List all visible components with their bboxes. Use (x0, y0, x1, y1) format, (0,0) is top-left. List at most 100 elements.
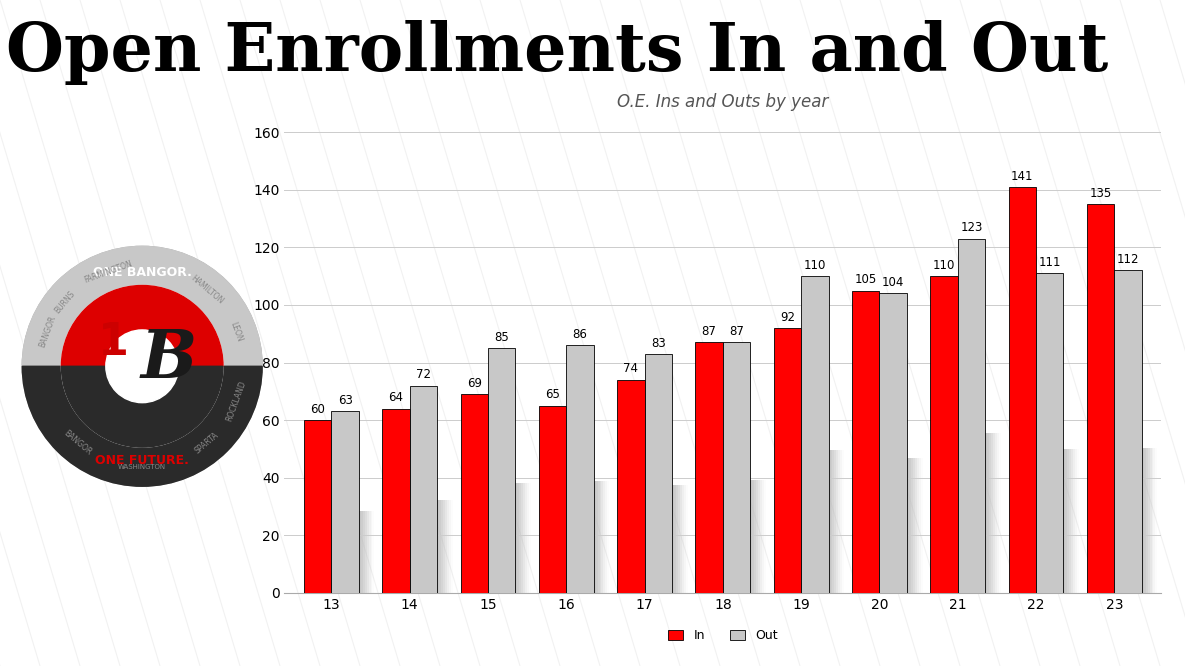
Bar (1023, 410, 1050, 593)
Bar (414, 500, 441, 593)
Bar (879, 294, 907, 593)
Bar (566, 345, 594, 593)
Bar (419, 500, 447, 593)
Bar (549, 509, 576, 593)
Bar (801, 276, 828, 593)
Bar (738, 480, 766, 593)
Bar (629, 497, 656, 593)
Bar (1119, 448, 1146, 593)
Bar (498, 483, 525, 593)
Bar (1046, 449, 1074, 593)
Bar (417, 500, 444, 593)
Bar (332, 412, 359, 593)
Bar (776, 474, 803, 593)
Text: 74: 74 (623, 362, 639, 376)
Bar (737, 480, 764, 593)
Bar (489, 483, 518, 593)
Bar (624, 497, 653, 593)
Bar (308, 515, 335, 593)
Bar (777, 474, 805, 593)
Bar (309, 515, 338, 593)
Bar (500, 483, 527, 593)
Bar (735, 480, 762, 593)
Bar (569, 482, 596, 593)
Text: Open Enrollments In and Out: Open Enrollments In and Out (6, 20, 1108, 85)
Text: BANGOR: BANGOR (38, 315, 58, 349)
Text: B: B (140, 327, 197, 392)
Bar (473, 503, 500, 593)
Bar (858, 457, 885, 593)
Text: WASHINGTON: WASHINGTON (118, 464, 166, 470)
Bar (888, 458, 915, 593)
Bar (1114, 270, 1141, 593)
Bar (702, 480, 729, 593)
Circle shape (62, 286, 223, 447)
Bar (816, 450, 844, 593)
Text: 110: 110 (933, 259, 955, 272)
Bar (1040, 449, 1068, 593)
Bar (305, 420, 332, 593)
Text: 111: 111 (1038, 256, 1061, 269)
Bar (1017, 410, 1044, 593)
Bar (1101, 418, 1128, 593)
Bar (705, 480, 732, 593)
Text: 104: 104 (882, 276, 904, 289)
Bar (572, 482, 600, 593)
Bar (696, 342, 723, 593)
Bar (815, 450, 843, 593)
Bar (1089, 418, 1116, 593)
Bar (972, 434, 999, 593)
Bar (1120, 448, 1147, 593)
Bar (1011, 410, 1038, 593)
Bar (963, 434, 991, 593)
Bar (389, 510, 416, 593)
Text: HAMILTON: HAMILTON (188, 273, 225, 306)
Bar (345, 511, 372, 593)
Bar (1024, 410, 1051, 593)
Bar (723, 342, 750, 593)
Bar (1093, 418, 1120, 593)
Bar (1126, 448, 1153, 593)
Bar (960, 434, 987, 593)
Bar (654, 486, 681, 593)
Bar (468, 503, 495, 593)
Bar (946, 450, 973, 593)
Text: 85: 85 (494, 331, 510, 344)
Bar (579, 482, 608, 593)
Text: ONE BANGOR.: ONE BANGOR. (92, 266, 192, 279)
Wedge shape (23, 246, 262, 366)
Bar (703, 480, 731, 593)
Bar (656, 486, 684, 593)
Bar (731, 480, 758, 593)
Bar (805, 450, 832, 593)
Bar (1038, 449, 1065, 593)
Bar (392, 510, 419, 593)
Bar (494, 483, 521, 593)
Bar (630, 497, 658, 593)
Bar (813, 450, 840, 593)
Bar (1091, 418, 1119, 593)
Bar (786, 474, 813, 593)
Bar (864, 457, 891, 593)
Text: 1: 1 (98, 321, 129, 364)
Bar (969, 434, 997, 593)
Bar (546, 509, 574, 593)
Bar (1098, 418, 1126, 593)
Text: 72: 72 (416, 368, 431, 381)
Bar (699, 480, 726, 593)
Bar (1125, 448, 1152, 593)
Bar (930, 276, 957, 593)
Bar (1012, 410, 1040, 593)
Bar (957, 239, 985, 593)
Bar (707, 480, 735, 593)
Bar (338, 511, 365, 593)
Bar (339, 511, 366, 593)
Bar (891, 458, 918, 593)
Bar (543, 509, 570, 593)
Text: LEON: LEON (229, 321, 244, 343)
Bar (495, 483, 524, 593)
Bar (653, 486, 680, 593)
Bar (539, 406, 566, 593)
Bar (1128, 448, 1155, 593)
Bar (344, 511, 371, 593)
